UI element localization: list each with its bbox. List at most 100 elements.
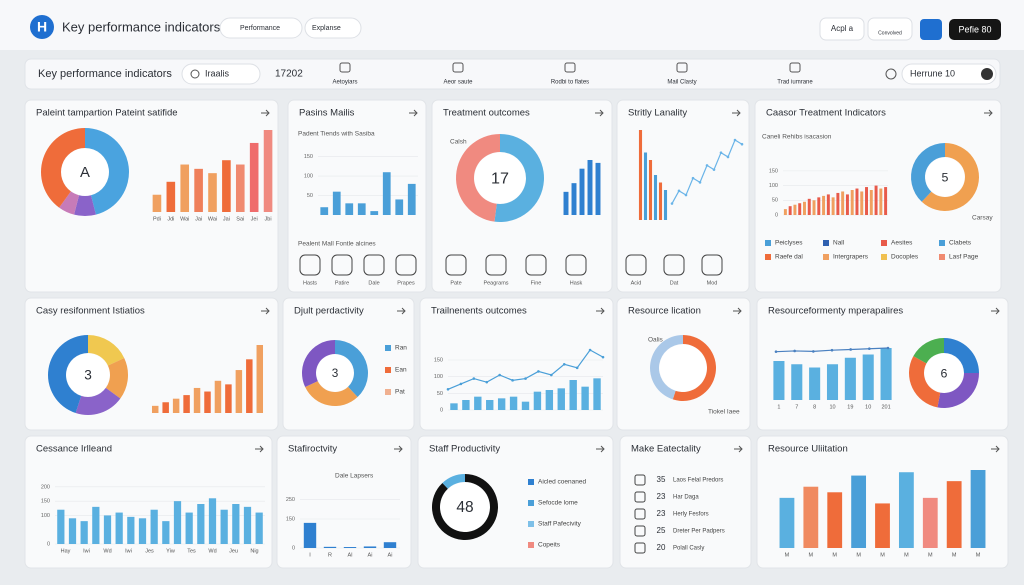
line-point <box>472 377 476 380</box>
legend-swatch <box>385 367 391 373</box>
search-box[interactable] <box>181 63 261 85</box>
avatar[interactable] <box>981 68 993 80</box>
y-tick-label: 150 <box>769 168 778 174</box>
toolbar-item: Mail Clasty <box>667 80 696 86</box>
legend-label: Copeits <box>538 542 561 549</box>
panel-title: Make Eatectality <box>631 444 701 455</box>
list-label: Polall Casly <box>673 546 704 552</box>
bar <box>222 160 231 212</box>
icon-label: Prapes <box>397 280 415 286</box>
x-tick-label: M <box>880 552 885 558</box>
line-point <box>740 142 744 146</box>
bar <box>898 472 914 548</box>
note: Oalis <box>648 337 664 344</box>
bar <box>862 354 874 400</box>
donut-segment <box>672 335 716 401</box>
bar <box>581 386 589 410</box>
panel-title: Djult perdactivity <box>294 306 364 317</box>
bar <box>571 183 577 215</box>
x-tick-label: M <box>928 552 933 558</box>
bar <box>851 475 867 548</box>
donut-segment <box>302 340 335 388</box>
expand-arrow <box>394 445 403 453</box>
y-tick-label: 200 <box>41 484 50 490</box>
bar <box>793 204 797 215</box>
bar <box>197 504 205 544</box>
panel <box>616 99 750 293</box>
icon-label: Mod <box>707 280 718 286</box>
icon <box>701 254 723 276</box>
bar <box>533 391 542 410</box>
tab[interactable] <box>219 17 303 39</box>
bar <box>256 345 264 413</box>
bar <box>827 492 843 548</box>
legend-label: Sefocde lome <box>538 500 578 507</box>
list-label: Har Daga <box>673 495 699 501</box>
donut-segment <box>88 335 125 366</box>
x-tick-label: Al <box>348 552 353 558</box>
search-icon <box>190 69 200 79</box>
bar <box>323 546 337 548</box>
line-point <box>868 347 871 351</box>
note: Calsh <box>450 139 467 146</box>
legend-label: Docoples <box>891 254 919 261</box>
line-point <box>719 151 723 155</box>
bar <box>922 497 938 548</box>
legend-swatch <box>881 254 887 260</box>
bar <box>194 168 203 212</box>
link-button[interactable] <box>819 17 865 41</box>
bar <box>382 172 391 215</box>
icon <box>445 254 467 276</box>
legend-label: Lasf Page <box>949 254 979 261</box>
x-tick-label: Jeu <box>229 548 238 554</box>
icon <box>625 254 647 276</box>
line-point <box>712 168 716 171</box>
profile-label[interactable]: Herrune 10 <box>910 68 955 78</box>
legend-label: Ean <box>395 367 407 374</box>
icon-label: Pate <box>450 280 461 286</box>
link-button[interactable] <box>867 17 913 41</box>
bar <box>826 364 839 400</box>
link[interactable]: Acpl a <box>831 24 854 33</box>
toolbar-title: Key performance indicators <box>38 68 172 80</box>
x-tick-label: Ai <box>368 552 373 558</box>
tab-label[interactable]: Explanse <box>312 25 341 32</box>
bar <box>497 398 506 410</box>
icon-label: Dat <box>670 280 679 286</box>
bar <box>879 188 883 215</box>
profile-pill[interactable] <box>901 63 997 85</box>
primary-button[interactable] <box>949 19 1001 40</box>
primary-button-label[interactable]: Pefie 80 <box>958 24 991 34</box>
bar <box>208 173 217 212</box>
list-icon <box>634 525 646 537</box>
legend-swatch <box>528 542 534 548</box>
bar <box>246 359 253 413</box>
bar <box>802 201 806 215</box>
search-text[interactable]: Iraalis <box>205 68 230 78</box>
x-tick-label: Jei <box>251 216 258 222</box>
icon-label: Patire <box>335 280 349 286</box>
legend-label: Ran <box>395 345 407 352</box>
tab[interactable] <box>304 17 362 39</box>
bar <box>648 160 653 220</box>
icon-button[interactable] <box>920 19 942 40</box>
legend-label: Aesites <box>891 240 913 247</box>
bar <box>788 206 792 215</box>
bar <box>855 188 859 215</box>
panel <box>756 435 1009 569</box>
bar <box>844 357 856 400</box>
legend-swatch <box>823 254 829 260</box>
bar <box>946 481 962 548</box>
bar <box>115 512 123 544</box>
donut-center: 6 <box>941 366 948 380</box>
panel <box>287 99 427 293</box>
line-point <box>812 350 815 353</box>
bar <box>183 395 190 413</box>
bar <box>593 378 601 410</box>
settings-icon[interactable] <box>885 68 897 80</box>
bar <box>343 547 357 548</box>
bar <box>235 164 245 212</box>
link[interactable]: Convolved <box>878 30 902 36</box>
y-tick-label: 100 <box>304 174 313 180</box>
tab-label[interactable]: Performance <box>240 25 280 32</box>
